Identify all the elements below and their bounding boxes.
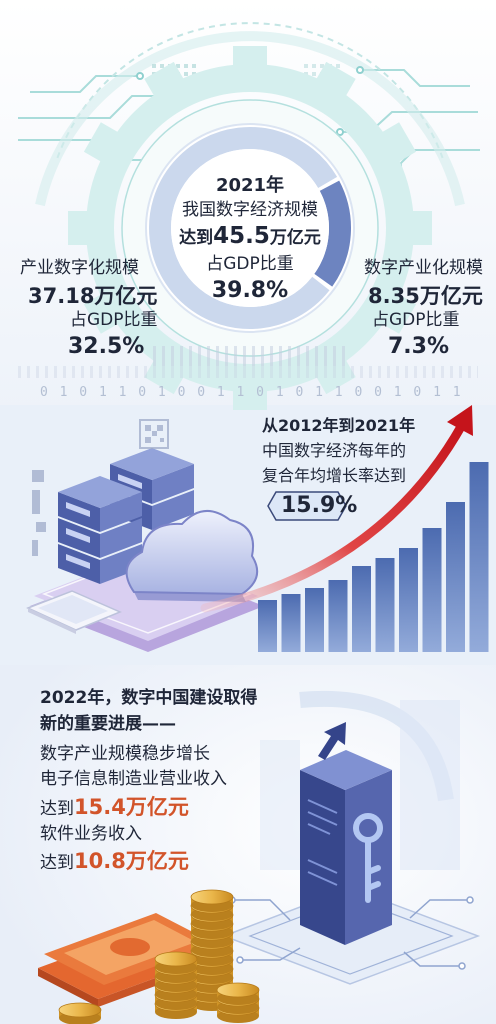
digital-industrialization-value: 8.35万亿元 bbox=[368, 284, 483, 308]
donut-segment bbox=[149, 127, 351, 329]
qr-code-decoration bbox=[32, 419, 169, 556]
digital-industrialization-title: 数字产业化规模 bbox=[364, 258, 483, 278]
software-revenue-value: 10.8万亿元 bbox=[74, 849, 189, 873]
key-icon bbox=[353, 813, 383, 903]
industrial-digitalization-value: 37.18万亿元 bbox=[28, 284, 158, 308]
coin-icon bbox=[154, 951, 198, 967]
growth-bar bbox=[281, 594, 301, 652]
progress-line-3: 软件业务收入 bbox=[40, 824, 142, 844]
coin-stacks bbox=[58, 889, 260, 1024]
progress-line-1: 数字产业规模稳步增长 bbox=[40, 744, 210, 764]
server-stack bbox=[58, 476, 142, 584]
barcode-decoration bbox=[18, 366, 478, 378]
rate-label-frame bbox=[267, 491, 347, 521]
growth-bar bbox=[399, 548, 418, 652]
digital-industrialization-gdp-share: 7.3% bbox=[388, 334, 450, 359]
reach-prefix: 达到 bbox=[40, 799, 74, 819]
electronics-revenue-value: 15.4万亿元 bbox=[74, 795, 189, 819]
software-revenue-line: 达到10.8万亿元 bbox=[40, 851, 189, 872]
tablet-icon bbox=[26, 590, 122, 634]
growth-bar bbox=[305, 588, 324, 652]
upload-arrow-icon bbox=[318, 722, 346, 760]
summary-title: 我国数字经济规模 bbox=[182, 200, 318, 220]
growth-period: 从2012年到2021年 bbox=[262, 416, 416, 435]
electronics-revenue-line: 达到15.4万亿元 bbox=[40, 797, 189, 818]
coin-icon bbox=[190, 889, 234, 905]
industrial-digitalization-gdp-label: 占GDP比重 bbox=[70, 310, 158, 330]
coin-icon bbox=[216, 982, 260, 998]
growth-rate: 15.9% bbox=[281, 493, 358, 518]
donut-center bbox=[171, 149, 329, 307]
growth-line-1: 中国数字经济每年的 bbox=[262, 441, 407, 460]
summary-year: 2021年 bbox=[215, 175, 285, 196]
progress-headline-1: 2022年，数字中国建设取得 bbox=[40, 688, 258, 708]
summary-gdp-label: 占GDP比重 bbox=[206, 254, 294, 274]
growth-bar-chart bbox=[258, 462, 489, 652]
growth-line-2: 复合年均增长率达到 bbox=[262, 466, 407, 485]
progress-line-2: 电子信息制造业营业收入 bbox=[40, 769, 227, 789]
cloud-icon bbox=[125, 510, 259, 596]
growth-bar bbox=[469, 462, 489, 652]
digital-economy-donut bbox=[149, 127, 351, 329]
growth-bar bbox=[422, 528, 442, 652]
digital-industrialization-gdp-label: 占GDP比重 bbox=[372, 310, 460, 330]
coin-icon bbox=[58, 1002, 102, 1018]
growth-bar bbox=[258, 600, 277, 652]
donut-segment bbox=[149, 127, 351, 329]
barcode-decoration bbox=[150, 346, 350, 366]
digital-economy-scale-unit: 万亿元 bbox=[269, 228, 321, 248]
growth-bar bbox=[328, 580, 348, 652]
industrial-digitalization-gdp-share: 32.5% bbox=[68, 334, 145, 359]
growth-bar bbox=[352, 566, 371, 652]
reach-prefix: 达到 bbox=[40, 853, 74, 873]
summary-gdp-share: 39.8% bbox=[211, 278, 289, 303]
growth-bar bbox=[375, 558, 395, 652]
reach-prefix: 达到 bbox=[179, 228, 214, 248]
industrial-digitalization-title: 产业数字化规模 bbox=[20, 258, 139, 278]
summary-scale-line: 达到45.5万亿元 bbox=[150, 225, 350, 248]
growth-bar bbox=[446, 502, 465, 652]
digital-economy-scale-value: 45.5 bbox=[213, 223, 270, 249]
progress-headline-2: 新的重要进展—— bbox=[40, 714, 176, 734]
server-cloud-illustration bbox=[26, 419, 264, 652]
growth-arrow bbox=[200, 405, 473, 613]
binary-strip: 0 1 0 1 1 0 1 0 0 1 1 0 1 0 1 1 0 0 1 0 … bbox=[40, 385, 463, 400]
security-server-illustration bbox=[221, 690, 481, 985]
